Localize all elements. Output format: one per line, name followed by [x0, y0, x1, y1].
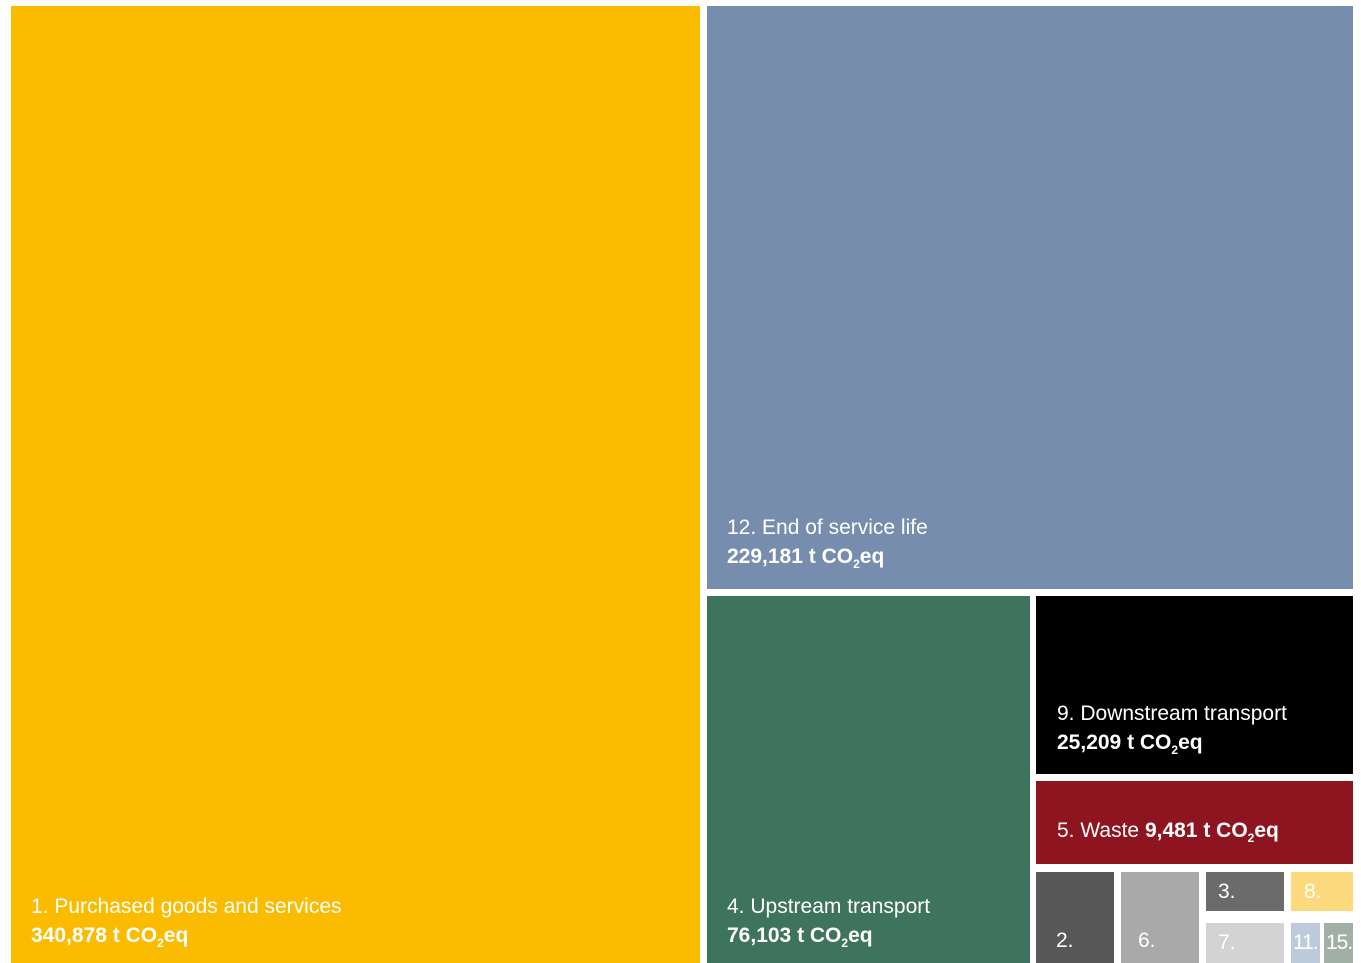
tile-end-of-service-life: 12. End of service life 229,181 t CO2eq: [707, 6, 1353, 589]
tile-category-8: 8.: [1291, 872, 1353, 911]
tile-value: 76,103 t CO2eq: [727, 924, 873, 950]
tile-category-15: 15.: [1324, 923, 1353, 963]
tile-category-3: 3.: [1206, 872, 1284, 911]
tile-category-6: 6.: [1121, 872, 1199, 963]
tile-label: 6.: [1138, 929, 1156, 952]
tile-value: 340,878 t CO2eq: [31, 924, 189, 950]
tile-label: 7.: [1218, 931, 1236, 954]
tile-label: 15.: [1326, 931, 1353, 954]
tile-label: 8.: [1304, 880, 1322, 903]
tile-waste: 5. Waste 9,481 t CO2eq: [1036, 781, 1353, 864]
tile-category-2: 2.: [1036, 872, 1114, 963]
tile-label: 2.: [1056, 929, 1074, 952]
tile-purchased-goods: 1. Purchased goods and services 340,878 …: [11, 6, 700, 963]
tile-label: 1. Purchased goods and services: [31, 895, 342, 918]
tile-category-7: 7.: [1206, 923, 1284, 963]
tile-value: 25,209 t CO2eq: [1057, 731, 1203, 757]
tile-label: 12. End of service life: [727, 516, 928, 539]
tile-label: 3.: [1218, 880, 1236, 903]
tile-label: 4. Upstream transport: [727, 895, 931, 918]
tile-downstream-transport: 9. Downstream transport 25,209 t CO2eq: [1036, 596, 1353, 774]
tile-category-11: 11.: [1291, 923, 1320, 963]
tile-label: 5. Waste: [1057, 819, 1140, 842]
tile-label: 9. Downstream transport: [1057, 702, 1287, 725]
tile-value: 9,481 t CO2eq: [1144, 819, 1279, 845]
tile-value: 229,181 t CO2eq: [727, 545, 885, 571]
tile-upstream-transport: 4. Upstream transport 76,103 t CO2eq: [707, 596, 1030, 963]
tile-label: 11.: [1293, 931, 1319, 954]
